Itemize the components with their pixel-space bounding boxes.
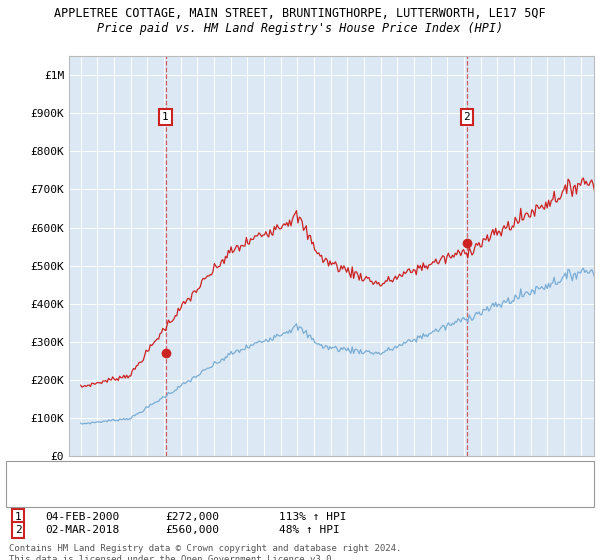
Text: 48% ↑ HPI: 48% ↑ HPI: [279, 525, 340, 535]
Text: 1: 1: [14, 512, 22, 522]
Text: £272,000: £272,000: [165, 512, 219, 522]
Text: 04-FEB-2000: 04-FEB-2000: [45, 512, 119, 522]
Text: 2: 2: [463, 112, 470, 122]
Text: HPI: Average price, detached house, Harborough: HPI: Average price, detached house, Harb…: [42, 478, 329, 488]
Text: Price paid vs. HM Land Registry's House Price Index (HPI): Price paid vs. HM Land Registry's House …: [97, 22, 503, 35]
Text: 02-MAR-2018: 02-MAR-2018: [45, 525, 119, 535]
Text: APPLETREE COTTAGE, MAIN STREET, BRUNTINGTHORPE, LUTTERWORTH, LE17 5QF: APPLETREE COTTAGE, MAIN STREET, BRUNTING…: [54, 7, 546, 20]
Text: 2: 2: [14, 525, 22, 535]
Text: 1: 1: [162, 112, 169, 122]
Text: 113% ↑ HPI: 113% ↑ HPI: [279, 512, 347, 522]
Text: Contains HM Land Registry data © Crown copyright and database right 2024.
This d: Contains HM Land Registry data © Crown c…: [9, 544, 401, 560]
Text: APPLETREE COTTAGE, MAIN STREET, BRUNTINGTHORPE, LUTTERWORTH, LE17 5QF (det: APPLETREE COTTAGE, MAIN STREET, BRUNTING…: [42, 464, 505, 474]
Text: £560,000: £560,000: [165, 525, 219, 535]
